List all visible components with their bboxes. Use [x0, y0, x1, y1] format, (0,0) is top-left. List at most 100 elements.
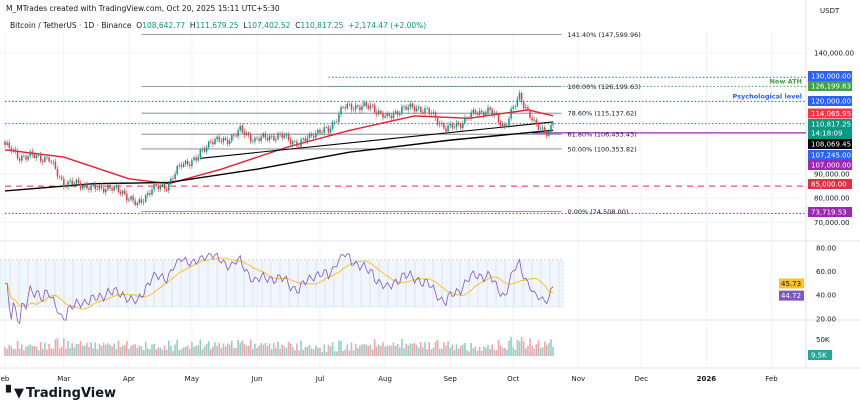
candle-body [541, 127, 544, 129]
candle-body [497, 114, 500, 123]
candle-body [462, 123, 464, 128]
volume-bar [14, 349, 17, 356]
candle-body [35, 155, 38, 158]
volume-bar [86, 343, 88, 356]
candle-body [455, 122, 458, 128]
volume-bar [226, 343, 229, 356]
volume-bar [239, 342, 241, 356]
candle-body [474, 109, 477, 114]
candle-body [359, 106, 361, 111]
candle-body [525, 107, 527, 109]
volume-bar [140, 346, 143, 356]
tradingview-logo[interactable]: ▘▼ TradingView [6, 386, 116, 401]
candle-body [27, 155, 29, 160]
candle-body [550, 124, 552, 132]
fib-level-label: 61.80% (106,453.43) [568, 131, 637, 139]
rsi-line [5, 252, 554, 325]
candle-body [451, 123, 454, 128]
candle-body [445, 128, 447, 132]
volume-bar [378, 344, 380, 356]
candle-body [283, 135, 286, 138]
price-axis-badge-text: 85,000.00 [811, 181, 847, 189]
candle-body [37, 155, 40, 156]
volume-bar [178, 350, 181, 356]
candle-body [361, 106, 363, 111]
candle-body [386, 113, 388, 116]
rsi-value-text: 45.73 [781, 280, 801, 288]
low-value: 107,402.52 [247, 21, 291, 30]
candle-body [409, 103, 412, 108]
volume-bar [384, 346, 386, 356]
time-axis-label: Oct [507, 375, 519, 383]
candle-body [168, 182, 170, 191]
candle-body [147, 193, 149, 196]
price-axis-badge [808, 139, 852, 149]
volume-bar [445, 345, 447, 356]
volume-bar [197, 345, 199, 356]
volume-bar [300, 340, 302, 356]
candle-body [401, 106, 403, 114]
candle-body [266, 137, 269, 141]
candle-body [344, 107, 346, 109]
volume-bar [392, 342, 395, 356]
price-axis-badge-text: 73,719.53 [811, 209, 847, 217]
countdown-label: 14:18:09 [811, 130, 842, 138]
volume-bar [94, 342, 97, 356]
volume-bar [487, 344, 489, 356]
candle-body [65, 186, 67, 188]
candle-body [119, 191, 122, 194]
volume-bar [273, 343, 275, 356]
volume-bar [409, 343, 412, 356]
volume-bar [348, 350, 351, 356]
volume-bar [224, 346, 227, 356]
volume-bar [117, 341, 120, 356]
volume-bar [466, 350, 468, 356]
candle-body [298, 146, 300, 147]
volume-bar [495, 349, 498, 356]
candle-body [109, 185, 111, 189]
volume-bar [96, 349, 99, 356]
fib-level-label: 141.40% (147,599.96) [568, 31, 641, 39]
candle-body [189, 164, 191, 166]
volume-bar [386, 345, 388, 356]
candle-body [256, 137, 258, 139]
candle-body [201, 149, 204, 150]
volume-bar [115, 348, 118, 356]
candle-body [247, 132, 250, 136]
volume-bar [189, 348, 191, 356]
volume-bar [102, 342, 105, 356]
volume-bar [371, 349, 374, 356]
candle-body [39, 155, 42, 161]
candle-body [495, 113, 498, 115]
volume-bar [132, 344, 134, 356]
price-axis-badge-text: 114,065.95 [811, 110, 851, 118]
candle-body [493, 113, 496, 115]
candle-body [352, 109, 355, 111]
volume-bar [155, 349, 157, 356]
volume-bar [342, 351, 344, 356]
candle-body [378, 110, 380, 115]
candle-body [491, 109, 493, 115]
candle-body [468, 118, 470, 119]
candle-body [165, 188, 168, 191]
candle-body [392, 113, 395, 119]
candle-body [214, 139, 216, 145]
volume-bar [8, 344, 10, 356]
volume-bar [50, 348, 52, 356]
candle-body [60, 177, 63, 179]
candle-body [346, 103, 349, 109]
volume-bar [77, 344, 80, 356]
volume-bar [525, 348, 527, 356]
volume-bar [552, 347, 554, 356]
volume-bar [254, 343, 256, 356]
candle-body [336, 121, 338, 123]
candle-body [447, 125, 449, 132]
candle-body [506, 125, 508, 127]
volume-bar [430, 349, 433, 356]
price-level-note: Psychological level [732, 92, 802, 100]
candle-body [71, 180, 73, 185]
candle-body [235, 135, 237, 137]
price-axis-badge-text: 110,817.25 [811, 121, 851, 129]
volume-bar [56, 338, 59, 356]
